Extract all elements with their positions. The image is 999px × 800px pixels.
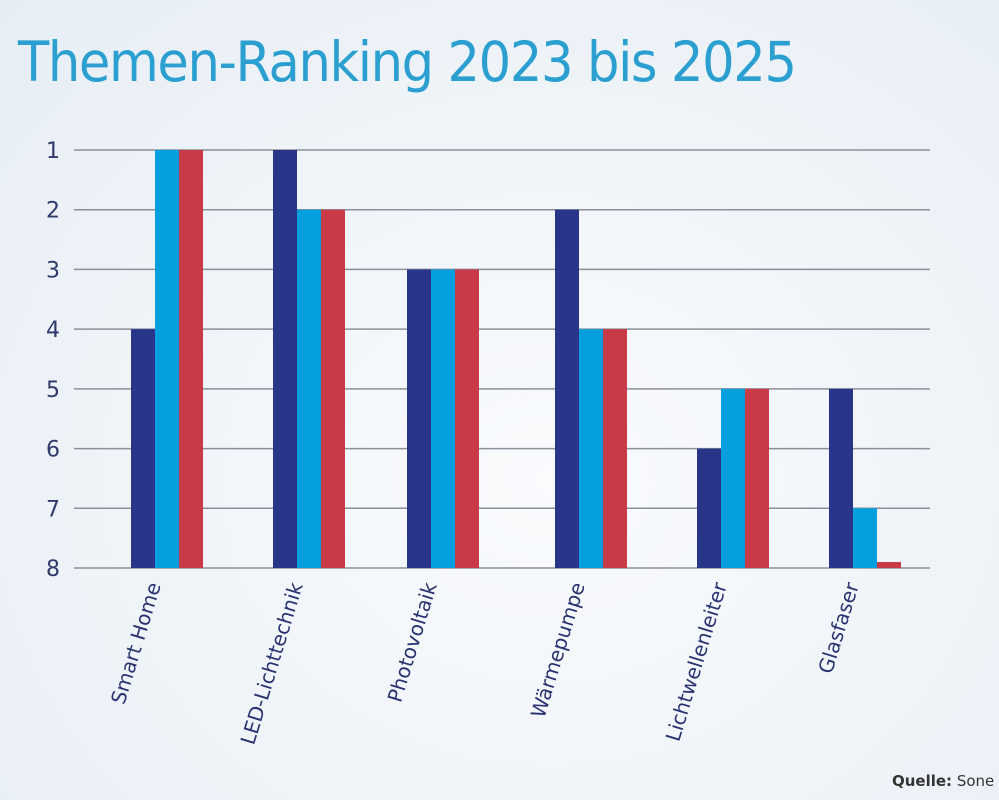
y-tick-label: 4 <box>46 318 60 343</box>
bar-2025-4 <box>745 388 769 568</box>
bar-2024-1 <box>297 209 321 568</box>
bar-2023-4 <box>697 448 721 568</box>
x-category-label: Lichtwellenleiter <box>661 579 732 744</box>
bar-2025-0 <box>179 150 203 568</box>
x-category-label: Photovoltaik <box>383 579 442 705</box>
bar-2023-3 <box>555 209 579 568</box>
y-tick-label: 7 <box>46 497 60 522</box>
bar-2024-0 <box>155 150 179 568</box>
bar-2024-4 <box>721 388 745 568</box>
x-category-label: Wärmepumpe <box>526 579 590 720</box>
bar-2023-1 <box>273 150 297 568</box>
x-category-label: Smart Home <box>106 579 166 706</box>
source-label: Quelle: <box>892 772 953 790</box>
bar-2025-3 <box>603 329 627 568</box>
source-value: Sone <box>956 772 995 790</box>
bar-2023-0 <box>131 329 155 568</box>
source-note: Quelle: Sone <box>892 772 994 790</box>
bars <box>131 150 901 568</box>
bar-2025-2 <box>455 269 479 568</box>
y-tick-label: 5 <box>46 378 60 403</box>
y-tick-label: 2 <box>46 199 60 224</box>
gridlines <box>74 149 930 569</box>
x-category-label: LED-Lichttechnik <box>236 579 308 747</box>
x-axis-labels: Smart Home LED-Lichttechnik Photovoltaik Wä… <box>106 579 864 748</box>
bar-2023-2 <box>407 269 431 568</box>
y-tick-label: 3 <box>46 258 60 283</box>
chart-title: Themen-Ranking 2023 bis 2025 <box>18 30 797 94</box>
bar-2025-5 <box>877 562 901 568</box>
x-category-label: Glasfaser <box>813 579 864 677</box>
y-axis-ticks: 1 2 3 4 5 6 7 8 <box>46 139 60 582</box>
y-tick-label: 1 <box>46 139 60 164</box>
y-tick-label: 8 <box>46 557 60 582</box>
bar-2024-2 <box>431 269 455 568</box>
bar-2024-5 <box>853 508 877 568</box>
bar-2025-1 <box>321 209 345 568</box>
bar-2023-5 <box>829 388 853 568</box>
bar-2024-3 <box>579 329 603 568</box>
y-tick-label: 6 <box>46 438 60 463</box>
